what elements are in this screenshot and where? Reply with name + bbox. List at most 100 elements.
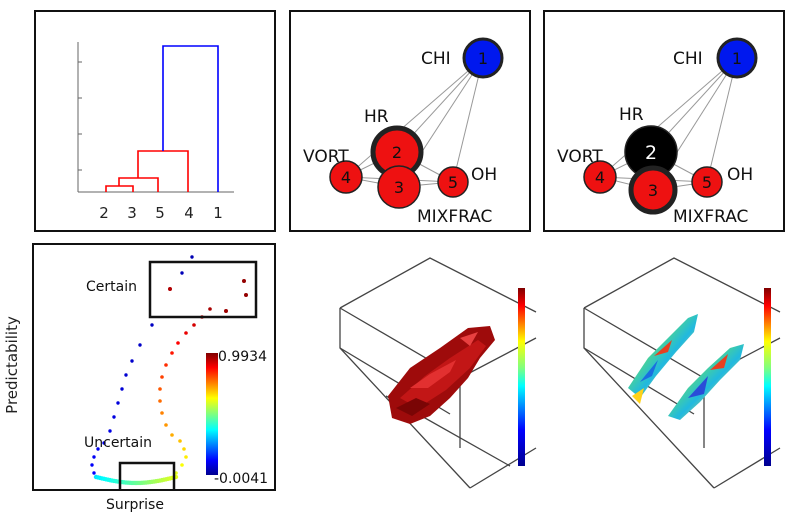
isosurface-rainbow xyxy=(628,314,744,420)
trajectory-point xyxy=(108,429,112,433)
trajectory-point xyxy=(244,293,248,297)
trajectory-point xyxy=(96,447,100,451)
trajectory-point xyxy=(102,441,106,445)
trajectory-point xyxy=(158,399,162,403)
node-name: MIXFRAC xyxy=(673,207,748,227)
node-number: 2 xyxy=(645,142,657,164)
node-number: 4 xyxy=(595,168,605,187)
trajectory-point xyxy=(90,463,94,467)
node-number: 4 xyxy=(341,168,351,187)
leaf-label: 1 xyxy=(213,204,223,222)
trajectory-point xyxy=(192,323,196,327)
trajectory-point xyxy=(184,455,188,459)
volume-render-b xyxy=(548,248,788,518)
node-number: 2 xyxy=(392,143,402,162)
trajectory-point xyxy=(158,387,162,391)
colorbar-min-label: -0.0041 xyxy=(214,471,268,487)
node-name: MIXFRAC xyxy=(417,207,492,227)
predictability-trajectory: Certain Uncertain 0.9934 -0.0041 xyxy=(84,255,268,501)
volume-box-a xyxy=(339,257,537,489)
trajectory-point xyxy=(178,439,182,443)
leaf-label: 4 xyxy=(184,204,194,222)
trajectory-point xyxy=(92,471,96,475)
node-1-chi xyxy=(462,37,504,79)
node-number: 1 xyxy=(478,49,488,68)
node-name: OH xyxy=(727,165,753,185)
volume-colorbar xyxy=(518,288,525,466)
trajectory-point xyxy=(164,423,168,427)
surprise-label: Surprise xyxy=(106,497,164,513)
node-3-mixfrac xyxy=(628,165,678,215)
leaf-label: 2 xyxy=(99,204,109,222)
volume-render-a xyxy=(300,248,540,518)
certain-box xyxy=(148,260,258,319)
node-number: 1 xyxy=(732,49,742,68)
trajectory-point xyxy=(180,271,184,275)
surprise-box xyxy=(118,461,176,501)
graph-panel-a: 1 2 4 3 5 CHI HR VORT OH MIXFRAC xyxy=(289,10,531,232)
node-4-vort xyxy=(329,160,363,194)
trajectory-point xyxy=(170,433,174,437)
node-4-vort xyxy=(583,160,617,194)
trajectory-point xyxy=(160,411,164,415)
node-number: 5 xyxy=(448,173,458,192)
predictability-label: Predictability xyxy=(3,316,21,414)
trajectory-point xyxy=(176,341,180,345)
trajectory-point xyxy=(164,363,168,367)
trajectory-point xyxy=(184,331,188,335)
trajectory-point xyxy=(168,287,172,291)
node-name: OH xyxy=(471,165,497,185)
leaf-label: 3 xyxy=(127,204,137,222)
graph-nodes xyxy=(583,37,758,215)
trajectory-point xyxy=(116,401,120,405)
trajectory-point xyxy=(182,447,186,451)
node-1-chi xyxy=(716,37,758,79)
trajectory-point xyxy=(160,375,164,379)
node-3-mixfrac xyxy=(377,165,421,209)
bounding-box xyxy=(583,257,781,489)
volume-colorbar xyxy=(764,288,771,466)
node-number: 3 xyxy=(648,181,658,200)
link-23-5 xyxy=(118,177,159,192)
node-number: 3 xyxy=(394,178,404,197)
node-name: VORT xyxy=(557,147,603,167)
predictability-axis-label: Predictability xyxy=(2,300,32,430)
trajectory-point xyxy=(170,351,174,355)
trajectory-point xyxy=(124,373,128,377)
graph-panel-b: 1 2 4 3 5 CHI HR VORT OH MIXFRAC xyxy=(543,10,785,232)
red-cluster-links xyxy=(105,150,189,192)
trajectory-point xyxy=(180,463,184,467)
certain-label: Certain xyxy=(86,279,137,295)
trajectory-point xyxy=(92,455,96,459)
trajectory-point xyxy=(112,415,116,419)
node-name: HR xyxy=(619,105,644,125)
leaf-label: 5 xyxy=(155,204,165,222)
trajectory-point xyxy=(150,323,154,327)
trajectory-point xyxy=(242,279,246,283)
predictability-panel: Certain Uncertain 0.9934 -0.0041 xyxy=(32,243,276,501)
volume-box-b xyxy=(583,257,781,489)
variable-graph-a: 1 2 4 3 5 CHI HR VORT OH MIXFRAC xyxy=(303,37,504,227)
link-2-3 xyxy=(105,185,134,192)
node-name: CHI xyxy=(673,49,703,69)
colorbar xyxy=(206,353,218,475)
trajectory-point xyxy=(224,309,228,313)
colorbar-max-label: 0.9934 xyxy=(218,349,267,365)
node-name: VORT xyxy=(303,147,349,167)
isosurface-dark-red xyxy=(388,326,495,424)
dendrogram-panel: 2 3 5 4 1 xyxy=(34,10,276,232)
root-link xyxy=(162,45,219,192)
node-5-oh xyxy=(691,166,723,198)
trajectory-point xyxy=(138,343,142,347)
link-235-4 xyxy=(137,150,189,192)
node-name: HR xyxy=(364,107,389,127)
trajectory-point xyxy=(208,307,212,311)
node-name: CHI xyxy=(421,49,451,69)
dendrogram-plot: 2 3 5 4 1 xyxy=(77,42,234,222)
uncertain-label: Uncertain xyxy=(84,435,152,451)
trajectory-point xyxy=(130,359,134,363)
graph-nodes xyxy=(329,37,504,209)
node-number: 5 xyxy=(702,173,712,192)
trajectory-point xyxy=(190,255,194,259)
node-5-oh xyxy=(437,166,469,198)
